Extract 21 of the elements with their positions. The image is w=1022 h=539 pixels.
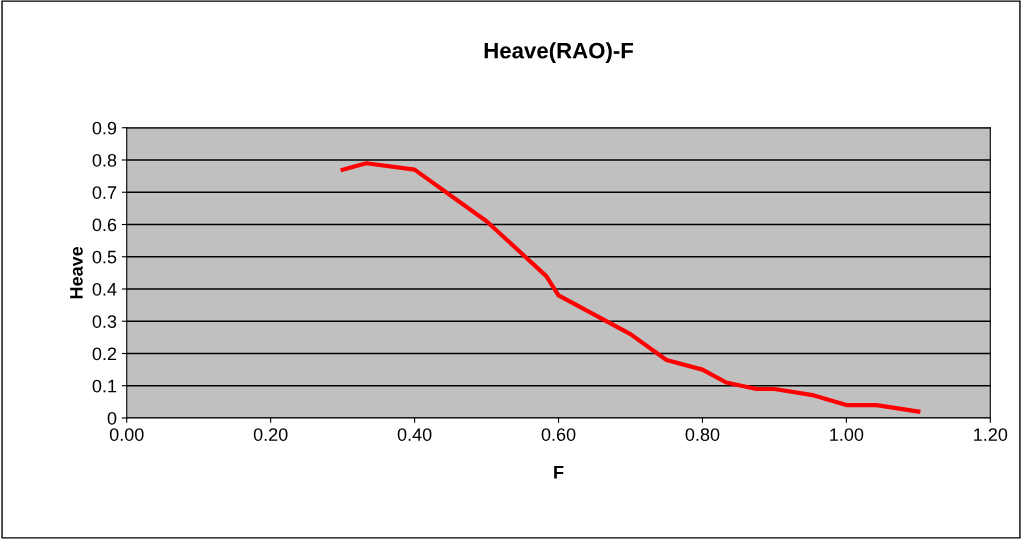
y-tick-label: 0.2: [92, 347, 117, 361]
y-tick-label: 0.3: [92, 315, 117, 328]
x-tick-label: 0.00: [109, 428, 144, 441]
x-tick-label: 1.20: [974, 428, 1008, 441]
y-tick-label: 0.4: [92, 282, 117, 296]
x-tick-label: 1.00: [830, 428, 864, 441]
y-tick-label: 0.6: [92, 218, 117, 232]
x-tick-label: 0.60: [541, 428, 576, 441]
y-tick-label: 0: [107, 411, 117, 425]
x-axis-title: F: [554, 466, 564, 479]
y-axis-title: Heave: [70, 246, 83, 299]
x-tick-label: 0.40: [397, 428, 432, 441]
y-tick-label: 0.9: [92, 121, 117, 135]
chart-title: Heave(RAO)-F: [484, 42, 634, 63]
y-tick-label: 0.7: [92, 186, 117, 199]
y-tick-label: 0.8: [92, 153, 117, 167]
y-tick-label: 0.1: [92, 379, 117, 393]
y-tick-label: 0.5: [92, 250, 117, 264]
line-series: [340, 161, 921, 414]
x-tick-label: 0.80: [685, 428, 720, 441]
x-tick-label: 0.20: [253, 428, 288, 441]
